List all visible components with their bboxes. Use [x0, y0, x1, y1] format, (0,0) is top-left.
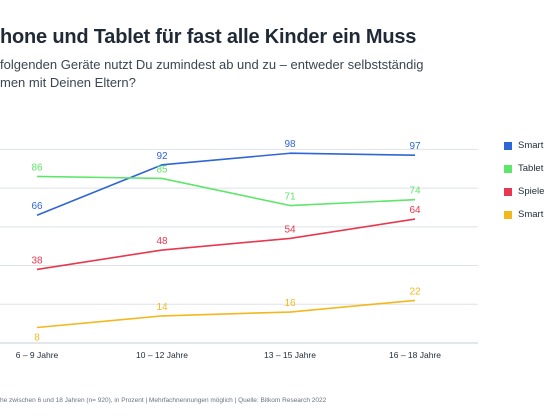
chart-title: hone und Tablet für fast alle Kinder ein… — [0, 26, 417, 48]
legend-swatch — [504, 188, 512, 196]
data-label: 8 — [34, 333, 40, 344]
x-tick-label: 6 – 9 Jahre — [16, 350, 59, 360]
data-label: 86 — [31, 162, 43, 173]
data-label: 54 — [284, 224, 296, 235]
legend-label: Tablet — [518, 163, 544, 174]
data-label: 98 — [284, 139, 296, 150]
data-label: 22 — [409, 286, 421, 297]
x-tick-label: 16 – 18 Jahre — [389, 350, 441, 360]
series-line — [36, 175, 416, 207]
data-label: 66 — [31, 201, 43, 212]
legend-swatch — [504, 211, 512, 219]
series-line — [36, 299, 416, 329]
data-label: 64 — [409, 205, 421, 216]
data-label: 74 — [409, 186, 421, 197]
series-line — [36, 218, 416, 271]
x-tick-label: 13 – 15 Jahre — [264, 350, 316, 360]
legend-swatch — [504, 165, 512, 173]
x-tick-label: 10 – 12 Jahre — [136, 350, 188, 360]
data-label: 92 — [156, 151, 168, 162]
source-note: he zwischen 6 und 18 Jahren (n= 920), in… — [0, 397, 327, 404]
series-line — [36, 152, 416, 216]
chart-subtitle: folgenden Geräte nutzt Du zumindest ab u… — [0, 56, 560, 92]
data-label: 14 — [156, 302, 168, 313]
data-label: 97 — [409, 141, 421, 152]
data-label: 38 — [31, 255, 43, 266]
legend-swatch — [504, 142, 512, 150]
legend-label: Smart — [518, 140, 544, 151]
data-label: 85 — [156, 164, 168, 175]
legend-label: Smart — [518, 209, 544, 220]
legend-label: Spiele — [518, 186, 545, 197]
subtitle-line-1: folgenden Geräte nutzt Du zumindest ab u… — [0, 57, 424, 72]
subtitle-line-2: men mit Deinen Eltern? — [0, 75, 136, 90]
data-label: 16 — [284, 298, 296, 309]
data-label: 48 — [156, 236, 168, 247]
data-label: 71 — [284, 192, 296, 203]
